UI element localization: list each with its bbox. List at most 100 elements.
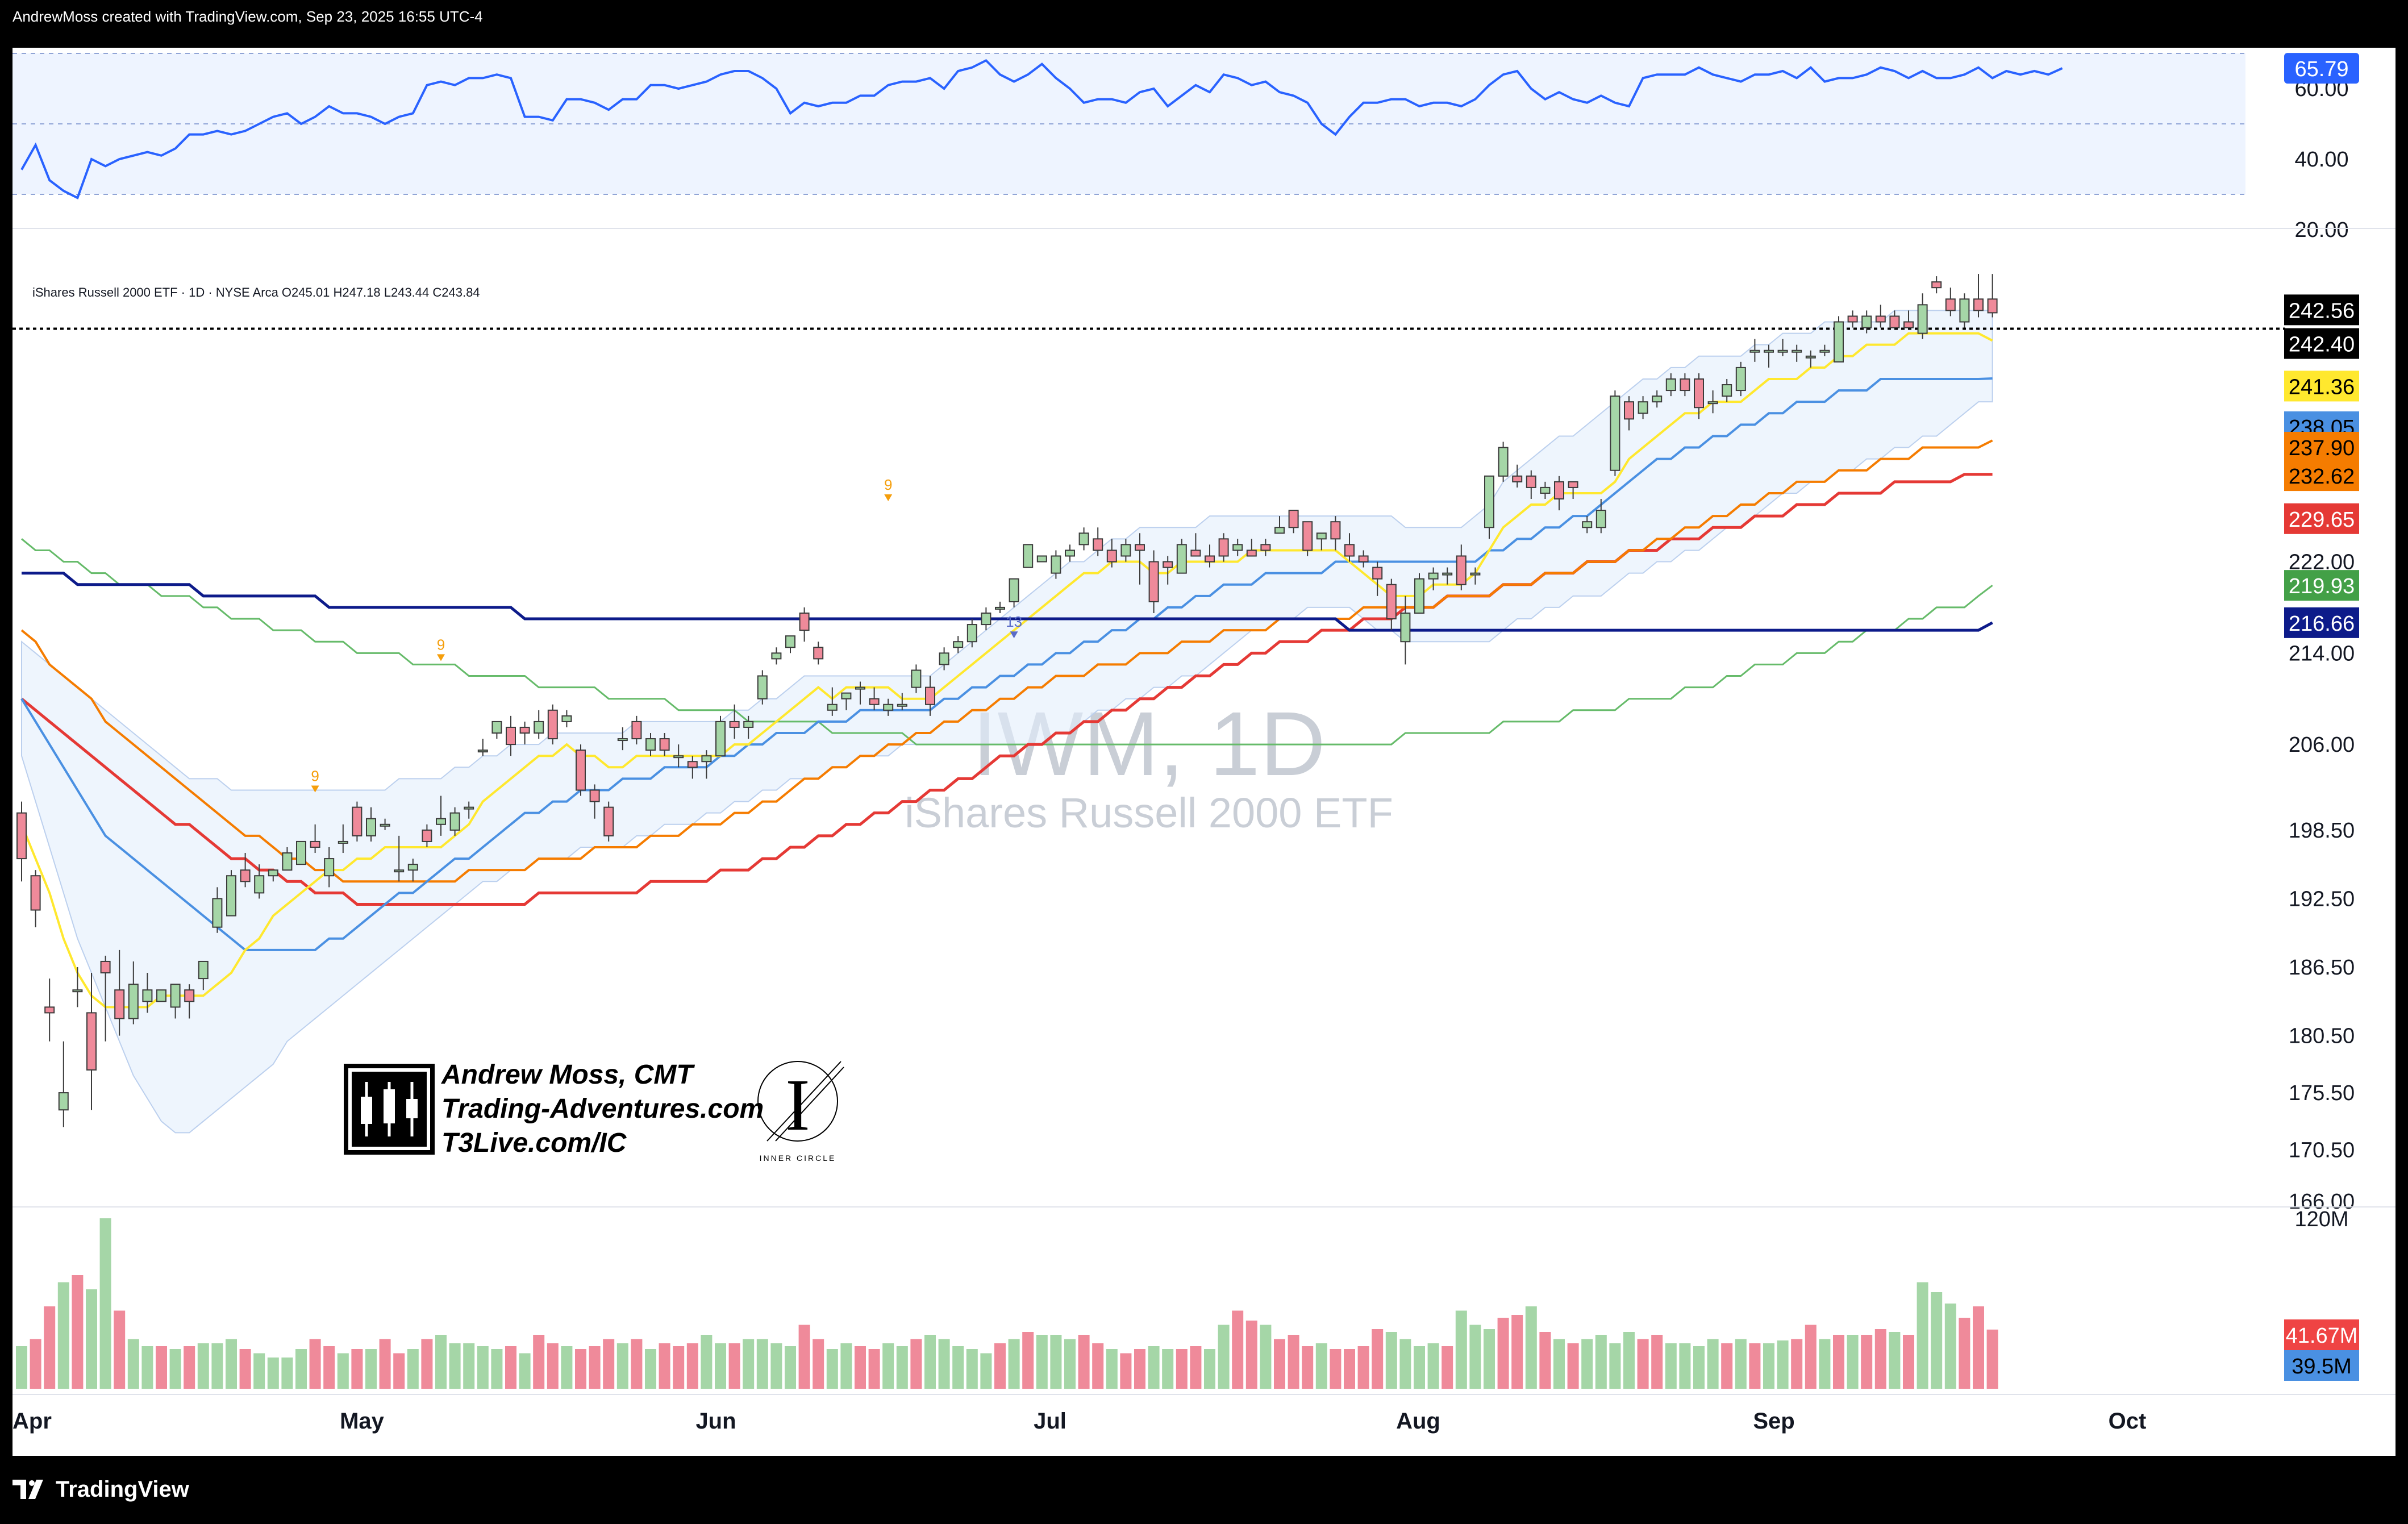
candle [757, 675, 768, 699]
watermark-name: iShares Russell 2000 ETF [905, 789, 1393, 836]
volume-bar [114, 1310, 126, 1389]
inner-circle-text: INNER CIRCLE [759, 1154, 836, 1163]
candle [1834, 321, 1844, 363]
signal-marker: 9 [884, 476, 892, 493]
volume-bar [1497, 1318, 1509, 1389]
price-tick-label: 192.50 [2289, 887, 2355, 911]
volume-bar [407, 1349, 419, 1389]
candle [170, 984, 181, 1008]
candle [394, 869, 405, 873]
volume-bar [1385, 1332, 1397, 1389]
candle [1889, 315, 1900, 328]
candle [645, 738, 656, 751]
tradingview-logo-icon [13, 1480, 43, 1499]
candle [1764, 349, 1774, 353]
candle [981, 612, 991, 626]
candle [240, 869, 251, 882]
candlestick-logo-icon [344, 1064, 435, 1155]
candle [1372, 567, 1383, 580]
volume-bar [966, 1349, 978, 1389]
candle [953, 641, 964, 648]
x-axis: Apr May Jun Jul Aug Sep Oct [13, 1409, 2146, 1434]
inner-circle-logo: I INNER CIRCLE [750, 1056, 845, 1169]
price-tag-value: 216.66 [2289, 612, 2355, 636]
price-tick-label: 206.00 [2289, 733, 2355, 757]
candle [44, 1006, 55, 1014]
volume-bar [1777, 1340, 1789, 1389]
tradingview-brand: TradingView [56, 1476, 189, 1502]
volume-bar [1344, 1349, 1355, 1389]
volume-bar [1078, 1335, 1090, 1389]
candle [1777, 349, 1788, 353]
candle [1358, 555, 1369, 563]
candle [1232, 544, 1243, 551]
volume-bar [826, 1349, 838, 1389]
volume-bar [57, 1282, 69, 1389]
price-tick-label: 186.50 [2289, 956, 2355, 980]
candle [925, 686, 935, 705]
volume-bar [994, 1343, 1006, 1389]
candle [352, 806, 363, 836]
candle [1302, 521, 1313, 551]
sma-20-line [20, 377, 1993, 951]
candle [407, 864, 418, 871]
candle [1078, 532, 1089, 546]
volume-bar [1455, 1310, 1467, 1389]
volume-bar [952, 1346, 964, 1389]
volume-bar [980, 1353, 992, 1389]
volume-bar [743, 1339, 755, 1389]
candle [771, 652, 782, 660]
volume-bar [1651, 1335, 1663, 1389]
candle [1959, 298, 1970, 323]
volume-bar [365, 1349, 377, 1389]
volume-bar [323, 1346, 335, 1389]
inner-circle-icon: I [757, 1061, 844, 1146]
chart-canvas[interactable]: IWM, 1D iShares Russell 2000 ETF 60.0040… [13, 48, 2395, 1456]
volume-bar [896, 1346, 908, 1389]
candle [1344, 544, 1355, 557]
x-tick-label: Sep [1753, 1409, 1794, 1434]
volume-bar [1106, 1349, 1118, 1389]
volume-bar [421, 1339, 433, 1389]
candle [1792, 349, 1802, 353]
author-signature: Andrew Moss, CMT Trading-Adventures.com … [344, 1056, 844, 1169]
candle [603, 806, 614, 836]
volume-bar [141, 1346, 153, 1389]
volume-bar [1288, 1335, 1299, 1389]
price-tag [2284, 503, 2359, 534]
sma-100-line [20, 473, 1993, 906]
candle [1065, 549, 1075, 557]
volume-bar [156, 1346, 167, 1389]
candle [1316, 532, 1327, 540]
candle [1735, 367, 1746, 392]
candle [1610, 395, 1620, 471]
candle [338, 840, 348, 844]
volume-bar [1973, 1306, 1984, 1389]
volume-bar [547, 1343, 559, 1389]
x-tick-label: Jul [1034, 1409, 1066, 1434]
candle [1023, 544, 1034, 568]
volume-bar [1357, 1346, 1369, 1389]
author-site2: T3Live.com/IC [441, 1128, 627, 1158]
candle [1861, 315, 1872, 328]
volume-bar [86, 1289, 97, 1389]
volume-bar [1134, 1349, 1145, 1389]
candle [422, 829, 432, 842]
candle [491, 721, 502, 734]
price-tag-value: 237.90 [2289, 436, 2355, 460]
author-name: Andrew Moss, CMT [441, 1060, 693, 1090]
candle [785, 635, 795, 648]
volume-bar [1931, 1292, 1943, 1389]
signal-arrow [1010, 631, 1018, 639]
volume-bar [1511, 1315, 1523, 1389]
chart-panel[interactable]: IWM, 1D iShares Russell 2000 ETF 60.00 40… [13, 48, 2395, 1456]
candle [995, 606, 1005, 610]
volume-bar [505, 1346, 516, 1389]
x-tick-label: Apr [13, 1409, 52, 1434]
candle [1051, 555, 1061, 574]
candle [366, 818, 376, 836]
candle [436, 818, 446, 825]
volume-bar [686, 1343, 698, 1389]
candle [1945, 298, 1956, 311]
volume-bar [1427, 1343, 1439, 1389]
